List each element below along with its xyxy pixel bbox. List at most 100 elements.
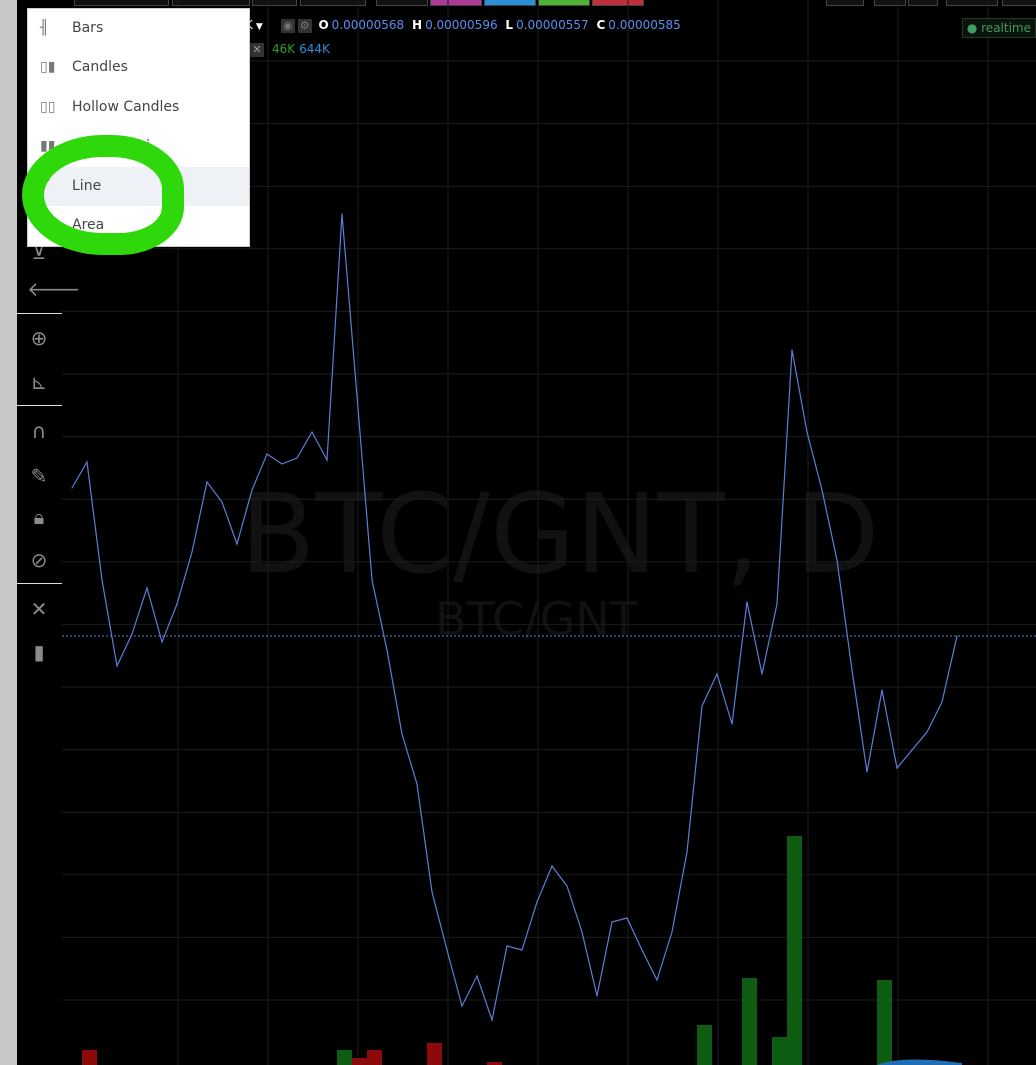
price-point	[431, 891, 433, 893]
toolbar-button[interactable]	[874, 0, 906, 6]
price-point	[266, 453, 268, 455]
menu-item-line[interactable]: ⟋ Line	[28, 166, 249, 206]
status-dot-icon: ●	[966, 21, 978, 35]
price-point	[191, 551, 193, 553]
price-point	[86, 461, 88, 463]
toolbar-button[interactable]	[826, 0, 864, 6]
bars-icon: ╢	[40, 20, 49, 36]
toolbar-button[interactable]	[1002, 0, 1036, 6]
price-point	[461, 1005, 463, 1007]
top-toolbar	[62, 0, 1036, 6]
price-point	[866, 771, 868, 773]
price-point	[671, 931, 673, 933]
price-point	[416, 783, 418, 785]
price-point	[551, 865, 553, 867]
gear-icon[interactable]: ⚙	[297, 19, 312, 33]
chevron-down-icon[interactable]: ▼	[255, 22, 263, 32]
toolbar-button[interactable]	[376, 0, 428, 6]
price-point	[221, 501, 223, 503]
volume-bar	[367, 1050, 382, 1065]
close-icon[interactable]: ✕	[250, 43, 264, 57]
price-point	[101, 579, 103, 581]
price-point	[596, 995, 598, 997]
price-point	[656, 979, 658, 981]
price-point	[326, 459, 328, 461]
price-point	[716, 673, 718, 675]
zoom-in-icon[interactable]: ⊕	[30, 326, 48, 350]
price-point	[446, 949, 448, 951]
magnet-icon[interactable]: ∩	[31, 419, 47, 443]
price-point	[956, 635, 958, 637]
menu-item-area[interactable]: ⟋ Area	[28, 206, 249, 245]
price-point	[731, 723, 733, 725]
price-point	[611, 921, 613, 923]
symbol-watermark: BTC/GNT, D	[240, 470, 880, 598]
open-label: O	[318, 18, 329, 32]
tools-icon[interactable]: ✕	[30, 597, 48, 621]
price-point	[311, 431, 313, 433]
visibility-icon[interactable]: ◉	[280, 19, 295, 33]
menu-item-hollow-candles[interactable]: ▯▯ Hollow Candles	[28, 88, 249, 127]
price-point	[281, 463, 283, 465]
price-point	[386, 649, 388, 651]
price-point	[776, 603, 778, 605]
low-label: L	[505, 18, 514, 32]
color-button[interactable]	[484, 0, 536, 6]
trash-icon[interactable]: ▮	[33, 640, 45, 664]
color-button[interactable]	[592, 0, 644, 6]
price-point	[581, 931, 583, 933]
price-point	[746, 601, 748, 603]
menu-item-label: Area	[72, 216, 105, 233]
toolbar-button[interactable]	[300, 0, 366, 6]
hide-icon[interactable]: ⊘	[30, 548, 48, 572]
menu-item-heikin-ashi[interactable]: ▮▮ Heikin Ashi	[28, 127, 249, 166]
price-point	[926, 731, 928, 733]
price-point	[836, 559, 838, 561]
price-chart[interactable]	[62, 0, 1036, 1065]
volume-bar	[877, 980, 892, 1065]
volume-bar	[352, 1058, 367, 1065]
low-value: 0.00000557	[516, 18, 589, 32]
price-point	[236, 543, 238, 545]
price-point	[701, 705, 703, 707]
arrow-left-icon[interactable]: 🡐	[27, 277, 81, 301]
price-point	[296, 457, 298, 459]
toolbar-divider	[17, 583, 62, 584]
price-point	[176, 603, 178, 605]
volume-bar	[487, 1062, 502, 1065]
volume-bar	[742, 978, 757, 1065]
menu-item-candles[interactable]: ▯▮ Candles	[28, 48, 249, 87]
realtime-label: realtime	[981, 21, 1031, 35]
toolbar-button[interactable]	[252, 0, 297, 6]
pencil-icon[interactable]: ✎	[30, 464, 48, 488]
line-icon: ⟋	[40, 177, 50, 194]
toolbar-button[interactable]	[172, 0, 250, 6]
price-point	[401, 733, 403, 735]
area-icon: ⟋	[40, 216, 50, 233]
menu-item-label: Line	[72, 177, 102, 194]
price-point	[941, 701, 943, 703]
volume-ma-value: 644K	[299, 42, 330, 56]
price-point	[71, 487, 73, 489]
price-point	[491, 1019, 493, 1021]
toolbar-button[interactable]	[908, 0, 938, 6]
price-point	[506, 945, 508, 947]
high-value: 0.00000596	[425, 18, 498, 32]
volume-bar	[427, 1043, 442, 1065]
menu-item-label: Candles	[72, 59, 128, 76]
close-value: 0.00000585	[608, 18, 681, 32]
heikin-ashi-icon: ▮▮	[40, 138, 56, 155]
price-point	[641, 949, 643, 951]
color-button[interactable]	[430, 0, 482, 6]
lock-icon[interactable]: 🔒︎	[33, 505, 45, 529]
realtime-badge: ● realtime	[961, 18, 1036, 38]
price-point	[806, 431, 808, 433]
price-point	[626, 917, 628, 919]
price-point	[566, 885, 568, 887]
menu-item-bars[interactable]: ╢ Bars	[28, 9, 249, 48]
price-range-icon[interactable]: ⊾	[30, 370, 48, 394]
price-point	[356, 395, 358, 397]
price-point	[761, 673, 763, 675]
toolbar-button[interactable]	[74, 0, 169, 6]
toolbar-button[interactable]	[946, 0, 998, 6]
